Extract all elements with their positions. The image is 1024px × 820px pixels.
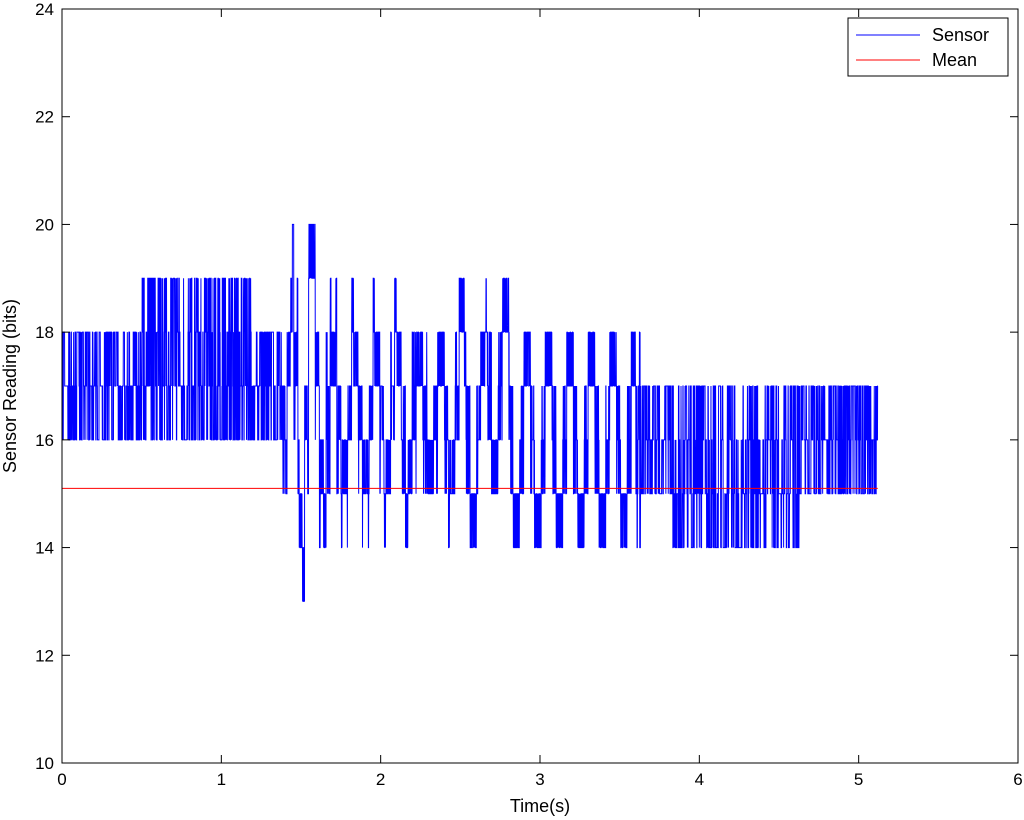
legend-label-sensor: Sensor (932, 25, 989, 45)
sensor-series (61, 223, 879, 602)
y-tick-label: 22 (35, 108, 54, 127)
x-axis-label: Time(s) (510, 796, 570, 816)
y-axis-label: Sensor Reading (bits) (0, 299, 20, 473)
y-tick-label: 20 (35, 215, 54, 234)
x-tick-label: 3 (535, 770, 544, 789)
x-tick-label: 5 (854, 770, 863, 789)
x-tick-label: 2 (376, 770, 385, 789)
x-tick-label: 1 (217, 770, 226, 789)
y-tick-label: 12 (35, 646, 54, 665)
legend-box (847, 17, 1009, 77)
legend-label-mean: Mean (932, 50, 977, 70)
y-tick-label: 10 (35, 754, 54, 773)
plot-area (61, 223, 879, 602)
x-tick-label: 0 (57, 770, 66, 789)
y-tick-label: 18 (35, 323, 54, 342)
x-axis: 0 1 2 3 4 5 6 (57, 9, 1023, 789)
sensor-series-line (61, 223, 879, 602)
y-tick-label: 24 (35, 0, 54, 19)
legend: Sensor Mean (847, 17, 1009, 77)
y-tick-label: 14 (35, 539, 54, 558)
x-tick-label: 6 (1013, 770, 1022, 789)
y-axis: 10 12 14 16 18 20 22 24 (35, 0, 1018, 773)
x-tick-label: 4 (695, 770, 704, 789)
y-tick-label: 16 (35, 431, 54, 450)
